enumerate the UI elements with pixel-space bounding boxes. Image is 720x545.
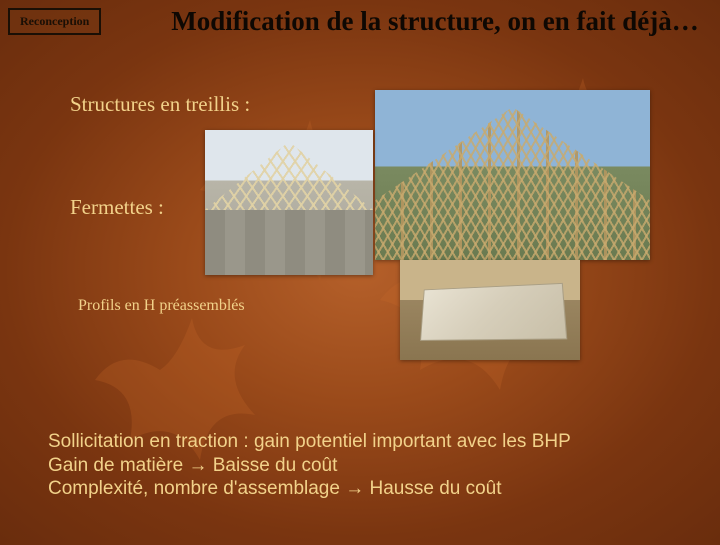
body-line-2: Gain de matière → Baisse du coût [48, 454, 690, 477]
body-line-3: Complexité, nombre d'assemblage → Hausse… [48, 477, 690, 500]
slide-title: Modification de la structure, on en fait… [160, 6, 710, 37]
photo-wooden-truss-large [375, 90, 650, 260]
category-badge-label: Reconception [20, 14, 89, 28]
label-fermettes: Fermettes : [70, 195, 164, 220]
label-profils: Profils en H préassemblés [78, 297, 245, 315]
body-line-1: Sollicitation en traction : gain potenti… [48, 430, 690, 453]
category-badge: Reconception [8, 8, 101, 35]
label-treillis: Structures en treillis : [70, 92, 250, 117]
body-text-block: Sollicitation en traction : gain potenti… [48, 430, 690, 500]
photo-wooden-truss-small [205, 130, 373, 275]
photo-h-beam [400, 260, 580, 360]
